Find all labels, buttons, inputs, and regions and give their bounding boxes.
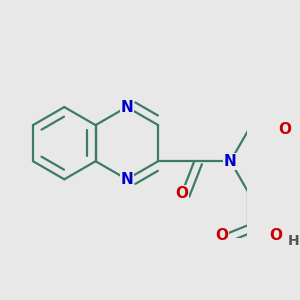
Text: N: N [121, 100, 133, 115]
Text: N: N [121, 172, 133, 187]
Text: O: O [215, 228, 228, 243]
Text: O: O [269, 228, 282, 243]
Text: O: O [175, 186, 188, 201]
Text: H: H [288, 234, 299, 248]
Text: O: O [278, 122, 291, 137]
Text: N: N [224, 154, 237, 169]
